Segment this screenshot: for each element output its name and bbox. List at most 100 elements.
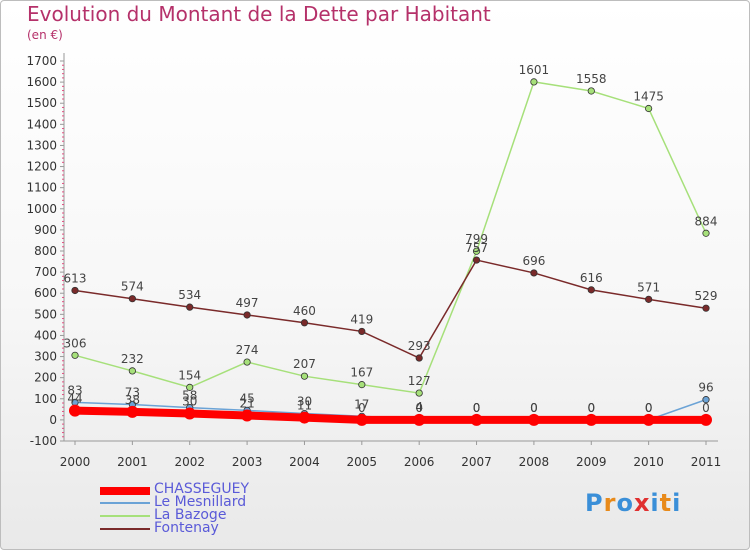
data-point-chasseguey (470, 413, 483, 426)
y-tick-label: 500 (34, 307, 57, 321)
y-tick-label: -100 (30, 434, 57, 448)
y-tick-label: 700 (34, 265, 57, 279)
data-point-la-bazoge (71, 351, 79, 359)
y-tick-label: 1600 (26, 75, 57, 89)
logo-letter: P (585, 489, 604, 517)
data-label-fontenay: 757 (465, 241, 488, 255)
data-label-la-bazoge: 232 (121, 352, 144, 366)
data-label-le-mesnillard: 96 (698, 381, 713, 395)
data-label-chasseguey: 0 (702, 401, 710, 415)
x-tick-label: 2003 (232, 455, 263, 469)
logo-letter: r (603, 489, 617, 517)
y-tick-label: 100 (34, 392, 57, 406)
data-point-chasseguey (298, 411, 311, 424)
data-label-le-mesnillard: 17 (354, 397, 369, 411)
logo-letter: i (672, 489, 682, 517)
y-tick-label: 1400 (26, 117, 57, 131)
data-label-le-mesnillard: 58 (182, 389, 197, 403)
legend-swatch (100, 502, 150, 504)
data-label-fontenay: 574 (121, 280, 144, 294)
data-label-chasseguey: 11 (297, 399, 312, 413)
data-label-le-mesnillard: 0 (587, 401, 595, 415)
data-label-chasseguey: 0 (473, 401, 481, 415)
legend-label: Fontenay (154, 520, 219, 536)
data-point-fontenay (243, 311, 251, 319)
x-tick-label: 2007 (461, 455, 492, 469)
data-point-chasseguey (527, 413, 540, 426)
x-tick-label: 2005 (347, 455, 378, 469)
data-label-le-mesnillard: 45 (239, 391, 254, 405)
data-point-fontenay (71, 286, 79, 295)
data-point-la-bazoge (587, 87, 595, 95)
data-label-le-mesnillard: 0 (530, 401, 538, 415)
data-point-la-bazoge (530, 78, 538, 86)
data-label-fontenay: 460 (293, 304, 316, 318)
data-point-la-bazoge (702, 229, 710, 237)
y-tick-label: 200 (34, 371, 57, 385)
chart-title: Evolution du Montant de la Dette par Hab… (27, 2, 491, 26)
data-point-fontenay (128, 295, 136, 303)
x-tick-label: 2011 (691, 455, 722, 469)
y-tick-label: 900 (34, 223, 57, 237)
data-label-le-mesnillard: 73 (125, 385, 140, 399)
data-point-la-bazoge (415, 389, 423, 397)
data-label-la-bazoge: 207 (293, 357, 316, 371)
legend-swatch (100, 487, 150, 495)
data-point-chasseguey (355, 413, 368, 426)
data-label-la-bazoge: 1601 (519, 63, 550, 77)
data-label-fontenay: 534 (178, 288, 201, 302)
x-tick-label: 2010 (633, 455, 664, 469)
legend-label: CHASSEGUEY (154, 481, 249, 497)
y-tick-label: 400 (34, 328, 57, 342)
y-tick-label: 1300 (26, 138, 57, 152)
data-label-le-mesnillard: 30 (297, 395, 312, 409)
data-label-fontenay: 616 (580, 271, 603, 285)
data-point-fontenay (300, 319, 309, 327)
x-tick-label: 2006 (404, 455, 435, 469)
y-tick-label: 1200 (26, 160, 57, 174)
data-label-la-bazoge: 1475 (633, 90, 664, 104)
data-label-fontenay: 293 (408, 339, 431, 353)
data-label-chasseguey: 0 (587, 401, 595, 415)
data-point-la-bazoge (472, 247, 481, 255)
data-point-fontenay (645, 295, 653, 303)
data-label-chasseguey: 0 (358, 401, 366, 415)
proxiti-logo: Proxiti (585, 489, 681, 517)
data-point-la-bazoge (645, 104, 653, 113)
data-label-chasseguey: 38 (125, 393, 140, 407)
data-label-fontenay: 419 (350, 312, 373, 326)
chart-unit: (en €) (27, 28, 63, 42)
y-tick-label: 0 (49, 413, 57, 427)
data-point-chasseguey (585, 413, 598, 426)
data-point-fontenay (530, 269, 538, 277)
series-line-la-bazoge (74, 81, 707, 394)
y-tick-label: 1500 (26, 96, 57, 110)
data-label-la-bazoge: 884 (695, 214, 718, 228)
data-point-chasseguey (413, 413, 426, 426)
legend-swatch (100, 515, 150, 517)
data-label-fontenay: 497 (236, 296, 259, 310)
data-label-le-mesnillard: 83 (67, 383, 82, 397)
legend-label: Le Mesnillard (154, 494, 247, 510)
data-point-fontenay (358, 327, 366, 336)
data-label-chasseguey: 30 (182, 395, 197, 409)
data-label-la-bazoge: 274 (236, 343, 259, 357)
data-point-la-bazoge (128, 367, 136, 375)
x-tick-label: 2000 (60, 455, 91, 469)
logo-letter: t (659, 489, 673, 517)
data-point-chasseguey (642, 413, 655, 426)
series-line-fontenay (74, 259, 707, 360)
data-point-fontenay (587, 286, 595, 294)
data-label-fontenay: 613 (64, 271, 87, 285)
y-tick-label: 1000 (26, 202, 57, 216)
series-line-chasseguey (71, 406, 710, 424)
x-tick-label: 2001 (117, 455, 148, 469)
x-tick-label: 2002 (174, 455, 205, 469)
x-tick-label: 2008 (519, 455, 550, 469)
data-point-chasseguey (126, 405, 139, 418)
data-point-chasseguey (183, 407, 196, 420)
data-label-fontenay: 571 (637, 280, 660, 294)
data-label-le-mesnillard: 0 (645, 401, 653, 415)
